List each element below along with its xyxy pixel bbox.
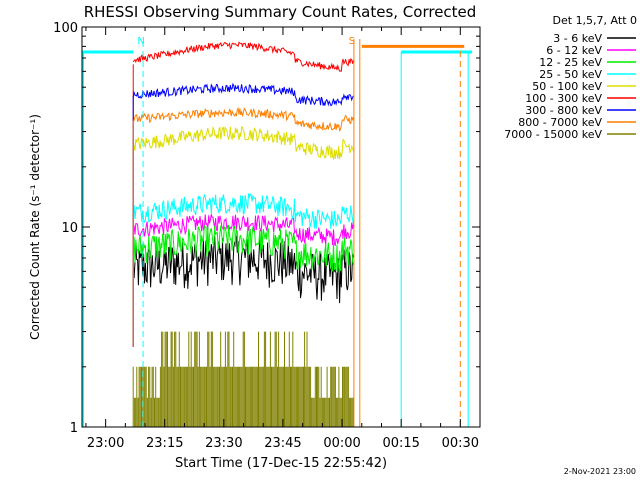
series-8 [132, 331, 354, 427]
legend-label-4: 50 - 100 keV [532, 80, 602, 93]
legend-label-0: 3 - 6 keV [553, 32, 602, 45]
series-trace [133, 214, 354, 247]
x-tick-label: 23:30 [205, 436, 242, 451]
y-tick-label: 10 [61, 221, 78, 236]
x-tick-label: 23:45 [264, 436, 301, 451]
annotation-1: S [349, 36, 355, 47]
x-tick-label: 23:00 [87, 436, 124, 451]
x-tick-label: 00:30 [442, 436, 479, 451]
legend-label-3: 25 - 50 keV [539, 68, 602, 81]
legend-header: Det 1,5,7, Att 0 [553, 14, 637, 27]
series-5 [132, 41, 354, 347]
series-trace [132, 41, 354, 72]
x-tick-label: 23:15 [146, 436, 183, 451]
legend-label-8: 7000 - 15000 keV [504, 128, 602, 141]
axis-layer: 23:00 23:15 23:30 23:45 00:00 00:15 00:30 1 10 10… [53, 21, 481, 451]
series-trace [132, 125, 354, 161]
chart-title: RHESSI Observing Summary Count Rates, Co… [84, 3, 477, 21]
y-axis-label: Corrected Count Rate (s⁻¹ detector⁻¹) [28, 114, 42, 340]
series-trace [132, 331, 354, 427]
y-tick-label: 100 [53, 21, 78, 36]
series-1 [132, 214, 354, 347]
series-2 [132, 224, 354, 347]
series-7 [132, 106, 354, 347]
footer-date: 2-Nov-2021 23:00 [564, 467, 636, 476]
legend-label-6: 300 - 800 keV [525, 104, 602, 117]
series-trace [133, 106, 354, 132]
series-trace [132, 82, 354, 107]
series-trace [132, 224, 354, 273]
x-tick-label: 00:00 [323, 436, 360, 451]
legend-label-5: 100 - 300 keV [525, 92, 602, 105]
annotation-0: N [137, 36, 144, 47]
y-tick-label: 1 [70, 421, 78, 436]
series-trace [132, 193, 354, 230]
legend-label-7: 800 - 7000 keV [518, 116, 602, 129]
x-axis-label: Start Time (17-Dec-15 22:55:42) [175, 456, 387, 471]
legend-label-2: 12 - 25 keV [539, 56, 602, 69]
legend-label-1: 6 - 12 keV [546, 44, 602, 57]
x-tick-label: 00:15 [382, 436, 419, 451]
